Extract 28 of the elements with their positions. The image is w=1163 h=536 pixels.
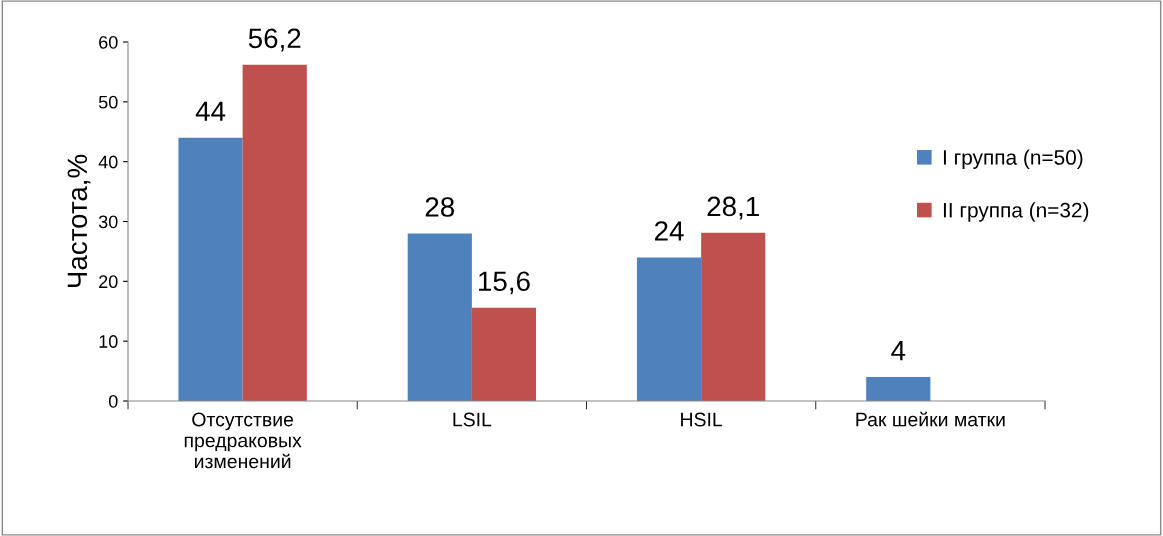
legend-label: II группа (n=32): [943, 202, 1089, 222]
y-tick-label: 50: [98, 95, 118, 109]
legend-label: I группа (n=50): [943, 149, 1083, 169]
data-label: 28: [425, 197, 455, 217]
y-axis-title: Частота,%: [67, 154, 91, 288]
y-tick-label: 60: [99, 35, 118, 49]
x-tick-label: LSIL: [453, 412, 492, 427]
data-label: 15,6: [479, 271, 530, 295]
data-label: 44: [195, 101, 226, 121]
y-tick-label: 0: [108, 394, 118, 408]
y-tick-label: 20: [99, 275, 118, 289]
bar: [178, 137, 243, 401]
bar: [701, 232, 766, 401]
bar: [636, 257, 702, 401]
x-tick-label: HSIL: [681, 412, 723, 427]
data-label: 28,1: [707, 196, 759, 220]
bar: [866, 377, 931, 401]
x-tick-label: Рак шейки матки: [856, 411, 1005, 427]
x-tick-label: Отсутствие предраковых изменений: [184, 412, 302, 469]
y-tick-label: 40: [98, 155, 118, 169]
data-label: 56,2: [248, 28, 301, 52]
bar: [471, 307, 537, 401]
bar: [407, 233, 472, 401]
data-label: 24: [654, 221, 684, 241]
y-tick-label: 30: [98, 215, 118, 229]
y-tick-label: 10: [99, 335, 118, 348]
data-label: 4: [891, 341, 906, 361]
bar: [242, 64, 307, 401]
